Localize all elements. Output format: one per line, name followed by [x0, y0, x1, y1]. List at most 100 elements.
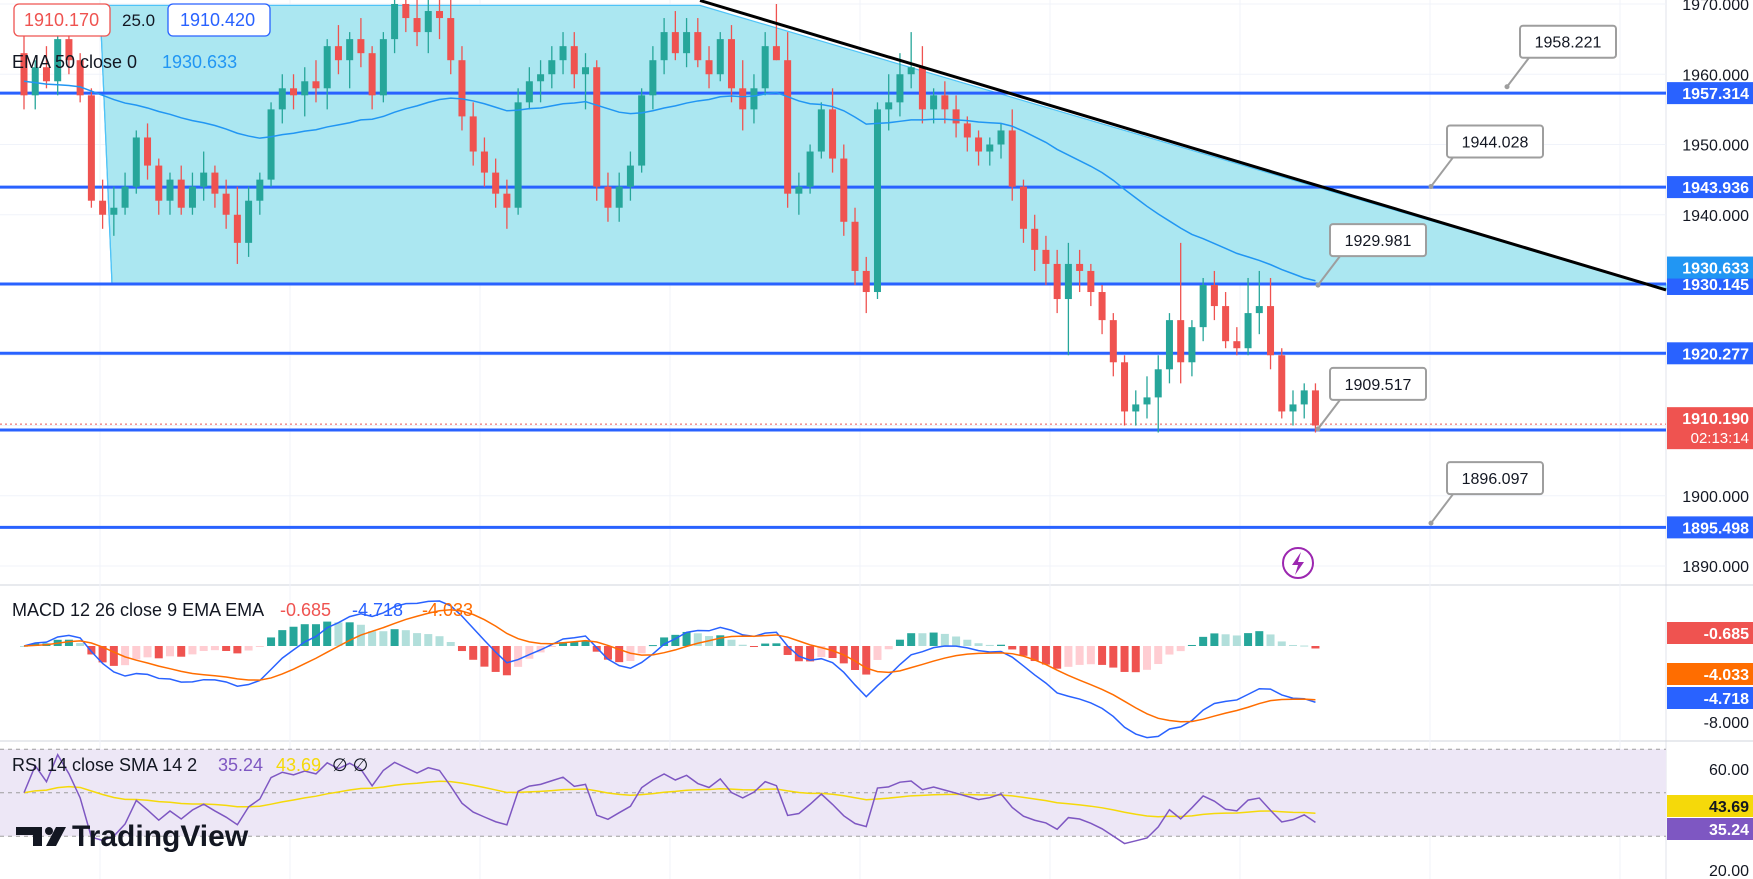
candle-body — [312, 81, 320, 89]
candle-body — [1222, 306, 1230, 342]
price-axis[interactable]: 1957.3141943.9361930.1451920.2771909.356… — [1667, 0, 1753, 879]
rsi-legend-label[interactable]: RSI 14 close SMA 14 2 — [12, 755, 197, 775]
candle-body — [379, 39, 387, 96]
macd-legend-label[interactable]: MACD 12 26 close 9 EMA EMA — [12, 600, 264, 620]
triangle-edge — [99, 5, 113, 285]
candle-body — [604, 186, 612, 208]
rsi-legend-sma: 43.69 — [276, 755, 321, 775]
candle-body — [87, 95, 95, 201]
candle-body — [525, 81, 533, 103]
candle-body — [638, 95, 646, 166]
candle-body — [896, 74, 904, 103]
ask-box[interactable] — [167, 3, 271, 37]
candle-body — [626, 165, 634, 187]
rsi-axis-tick: 60.00 — [1709, 762, 1749, 779]
macd-hist-bar — [480, 646, 489, 667]
macd-hist-bar — [1221, 634, 1230, 646]
macd-hist-bar — [278, 630, 287, 646]
lightning-icon[interactable] — [1282, 547, 1314, 579]
macd-legend-signal: -4.033 — [422, 600, 473, 620]
tradingview-logo: TradingView — [16, 820, 249, 853]
candle-body — [368, 53, 376, 96]
macd-hist-bar — [1277, 641, 1286, 646]
candles — [20, 0, 1319, 433]
macd-hist-bar — [963, 639, 972, 646]
candle-body — [245, 200, 253, 243]
macd-hist-bar — [648, 645, 657, 647]
macd-hist-bar — [1232, 635, 1241, 646]
macd-hist-bar — [806, 646, 815, 662]
triangle-pattern — [99, 4, 1667, 291]
macd-hist-bar — [884, 646, 893, 650]
macd-hist-bar — [761, 643, 770, 646]
callout-pointer — [1430, 493, 1454, 524]
macd-hist-bar — [1086, 646, 1095, 665]
candle-body — [1244, 313, 1252, 349]
level-axis-label: 1943.936 — [1682, 180, 1749, 197]
level-axis-label: 1957.314 — [1682, 86, 1749, 103]
macd-hist-bar — [64, 639, 73, 646]
macd-hist-bar — [907, 633, 916, 646]
level-axis-tag — [1667, 516, 1753, 539]
macd-hist-bar — [87, 646, 96, 655]
macd-pane — [20, 600, 1320, 739]
callout-pointer — [1317, 399, 1341, 430]
callout-label: 1909.517 — [1345, 377, 1412, 394]
macd-hist-bar — [693, 633, 702, 646]
candle-body — [986, 144, 994, 152]
rsi-axis-label: 43.69 — [1709, 799, 1749, 816]
candle-body — [54, 39, 62, 82]
candle-body — [1289, 404, 1297, 412]
rsi-sma-line — [23, 780, 1316, 818]
candle-body — [1019, 186, 1027, 229]
callout-pointer — [1317, 255, 1341, 286]
price-callouts[interactable]: 1958.221 1944.028 1929.981 1909.517 1896.097 — [1315, 24, 1617, 526]
candle-body — [144, 137, 152, 166]
tv-logo-icon — [16, 827, 66, 846]
macd-hist-bar — [154, 646, 163, 659]
macd-hist-bar — [682, 631, 691, 646]
macd-hist-bar — [974, 643, 983, 646]
macd-hist-bar — [1165, 646, 1174, 655]
candle-body — [570, 46, 578, 75]
candle-body — [537, 74, 545, 82]
macd-hist-bar — [514, 646, 523, 667]
candle-body — [716, 39, 724, 75]
candle-body — [862, 270, 870, 293]
candle-body — [1121, 362, 1129, 412]
level-axis-tag — [1667, 82, 1753, 105]
rsi-pane — [0, 748, 1666, 845]
candle-body — [188, 186, 196, 208]
candle-body — [1154, 369, 1162, 398]
macd-hist-bar — [1143, 646, 1151, 670]
ema-axis-tag — [1667, 256, 1753, 279]
countdown-label: 02:13:14 — [1691, 430, 1749, 447]
ema-legend-value: 1930.633 — [162, 52, 237, 72]
macd-hist-bar — [1098, 646, 1107, 665]
macd-hist-bar — [660, 637, 669, 646]
macd-hist-bar — [1030, 646, 1039, 662]
candle-body — [952, 109, 960, 124]
axis-tick-label: 1970.000 — [1682, 0, 1749, 14]
callout-box — [1329, 366, 1427, 401]
macd-hist-bar — [929, 632, 938, 646]
watermark-text: TradingView — [72, 820, 249, 853]
tv-logo-dot — [45, 827, 53, 835]
candle-body — [1267, 306, 1275, 356]
candle-body — [233, 214, 241, 243]
ema-legend-label[interactable]: EMA 50 close 0 — [12, 52, 137, 72]
candle-body — [582, 67, 589, 75]
candle-body — [885, 102, 893, 110]
bid-box[interactable] — [13, 3, 111, 37]
candle-body — [346, 39, 354, 61]
candle-body — [1042, 249, 1050, 264]
candle-body — [357, 39, 365, 54]
candle-body — [1064, 263, 1072, 300]
macd-hist-bar — [98, 646, 107, 663]
macd-hist-bar — [244, 646, 253, 651]
candle-body — [795, 186, 803, 194]
macd-axis-tag — [1667, 687, 1753, 709]
rsi-legend-extra: ∅ ∅ — [332, 755, 368, 775]
macd-hist-bar — [851, 646, 860, 670]
